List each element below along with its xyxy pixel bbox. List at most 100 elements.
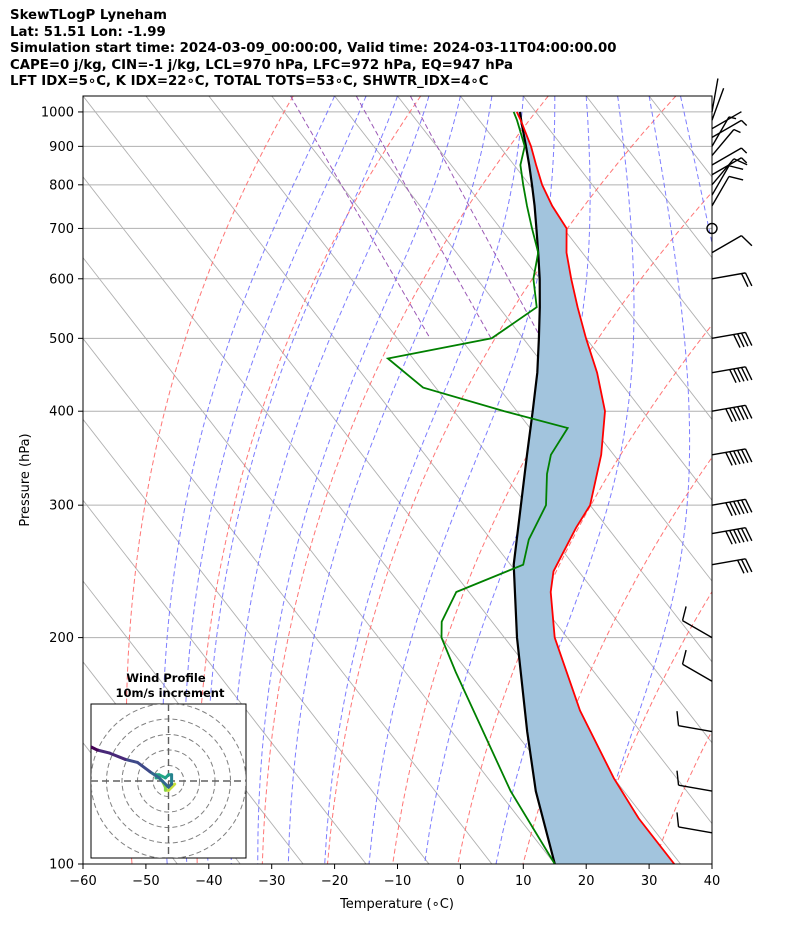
moist-adiabat (424, 96, 591, 864)
barb-half-flag (740, 119, 748, 126)
isotherm-line (648, 96, 712, 178)
wind-barb (706, 222, 718, 235)
barb-flag (744, 272, 753, 287)
hodograph-segment (157, 776, 170, 789)
barb-flag (736, 559, 745, 574)
barb-stem (711, 366, 746, 374)
barb-flag (744, 405, 753, 419)
barb-flag (744, 332, 753, 346)
dry-adiabat (392, 191, 712, 864)
barb-flag (736, 367, 745, 382)
moist-adiabat (161, 96, 336, 864)
y-tick-label: 500 (49, 332, 74, 347)
barb-half-flag (740, 147, 748, 154)
barb-stem (678, 784, 713, 792)
temperature-line (515, 111, 676, 864)
barb-half-flag (740, 157, 748, 164)
barb-stem (711, 116, 730, 147)
barb-flag (740, 559, 749, 573)
dewpoint-line (385, 111, 570, 864)
isotherm-line (83, 176, 619, 864)
hodograph-title: Wind Profile (126, 671, 206, 685)
wind-barb (711, 158, 748, 186)
barb-flag (725, 408, 733, 423)
hodograph-segment (108, 751, 127, 761)
barb-stem (678, 724, 713, 733)
isotherm-line (522, 96, 712, 340)
barb-flag (736, 406, 745, 421)
hodograph-segment (123, 757, 139, 764)
wind-barb (711, 331, 753, 348)
barb-flag (733, 529, 741, 544)
x-tick-label: −60 (69, 874, 96, 889)
barb-flag (681, 606, 687, 621)
barb-flag (740, 273, 749, 287)
dry-adiabat (196, 96, 422, 864)
x-tick-label: 0 (456, 874, 464, 889)
hodograph-segment (95, 748, 112, 755)
barb-flag (725, 452, 733, 466)
dry-adiabat (261, 96, 549, 864)
hodograph-inset: Wind Profile 10m/s increment (90, 671, 247, 859)
moist-adiabat (368, 96, 556, 864)
location-line: Lat: 51.51 Lon: -1.99 (10, 24, 166, 40)
dry-adiabat (125, 96, 294, 864)
barb-stem (711, 448, 746, 456)
x-tick-label: 20 (578, 874, 595, 889)
profile-lines (385, 111, 676, 864)
barb-flag (736, 500, 745, 515)
wind-barb (711, 119, 748, 139)
dry-adiabat (522, 456, 712, 864)
barb-half-flag (733, 128, 741, 134)
y-tick-label: 800 (49, 178, 74, 193)
y-axis-label: Pressure (hPa) (18, 433, 33, 526)
x-tick-label: −40 (195, 874, 222, 889)
barb-flag (744, 366, 753, 381)
isotherm-line (83, 256, 556, 864)
barb-stem (711, 558, 746, 566)
barb-half-flag (728, 116, 737, 120)
wind-barb (711, 527, 753, 545)
barb-flag (733, 158, 748, 166)
wind-barb (711, 165, 744, 196)
barb-stem (682, 619, 713, 639)
barb-stem (711, 404, 746, 412)
wind-barb (676, 711, 713, 733)
wind-barb (711, 147, 748, 166)
stability-line: CAPE=0 j/kg, CIN=-1 j/kg, LCL=970 hPa, L… (10, 57, 514, 73)
barb-stem (711, 235, 742, 254)
mixing-ratio-line (290, 96, 431, 339)
moist-adiabat (711, 96, 712, 99)
chart-header: SkewTLogP Lyneham Lat: 51.51 Lon: -1.99 … (10, 8, 617, 91)
barb-flag (736, 333, 745, 348)
barb-flag (676, 770, 680, 786)
y-tick-label: 900 (49, 140, 74, 155)
mixing-ratio-line (409, 96, 542, 339)
chart-title: SkewTLogP Lyneham (10, 8, 167, 23)
dry-adiabat (587, 590, 712, 864)
dry-adiabat (784, 96, 794, 864)
isotherm-line (585, 96, 712, 259)
isotherm-line (711, 96, 712, 97)
barb-flag (740, 499, 749, 514)
barb-flag (733, 450, 741, 465)
wind-barb (711, 448, 753, 466)
index-line: LFT IDX=5∘C, K IDX=22∘C, TOTAL TOTS=53∘C… (10, 74, 489, 90)
wind-barb (676, 812, 713, 834)
isotherm-line (83, 418, 430, 864)
barb-flag (736, 528, 745, 543)
barb-flag (744, 498, 753, 513)
cape-shading (513, 111, 675, 864)
barb-flag (729, 451, 737, 466)
wind-barb (711, 272, 753, 287)
moist-adiabat (183, 96, 367, 864)
barb-stem (711, 176, 730, 207)
wind-barb (711, 128, 741, 156)
y-tick-label: 300 (49, 499, 74, 514)
moist-adiabat (205, 96, 398, 864)
x-tick-label: −50 (132, 874, 159, 889)
barb-flag (744, 527, 753, 542)
x-tick-label: −10 (384, 874, 411, 889)
x-tick-label: 40 (704, 874, 721, 889)
